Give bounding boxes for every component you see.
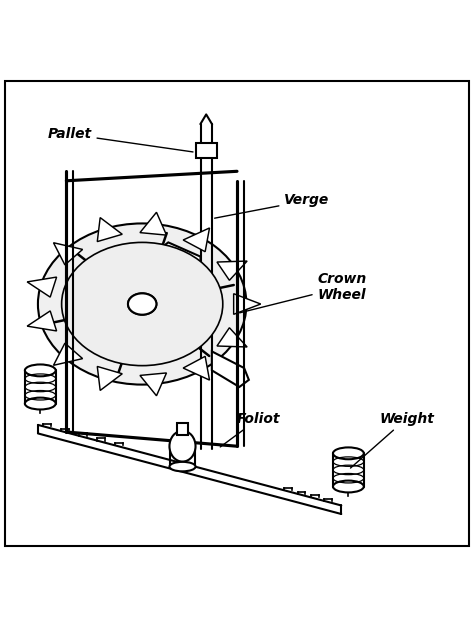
Ellipse shape (333, 448, 364, 459)
Ellipse shape (128, 293, 156, 315)
Polygon shape (27, 277, 56, 297)
Ellipse shape (170, 431, 195, 461)
Polygon shape (183, 228, 210, 251)
Polygon shape (217, 328, 247, 347)
Ellipse shape (25, 364, 56, 376)
Ellipse shape (128, 293, 156, 315)
Polygon shape (54, 343, 82, 366)
Text: Pallet: Pallet (47, 127, 193, 152)
Ellipse shape (333, 480, 364, 492)
Polygon shape (54, 243, 82, 265)
Text: Verge: Verge (215, 194, 329, 218)
Bar (177, 423, 188, 435)
Polygon shape (212, 351, 249, 387)
Polygon shape (183, 356, 210, 380)
Polygon shape (140, 373, 166, 396)
Polygon shape (97, 218, 122, 241)
Text: Crown
Wheel: Crown Wheel (240, 272, 367, 313)
Polygon shape (140, 213, 166, 235)
Polygon shape (217, 261, 247, 280)
Polygon shape (159, 243, 201, 276)
Ellipse shape (38, 223, 246, 384)
Text: Foliot: Foliot (220, 411, 281, 447)
Bar (196, 143, 217, 158)
Polygon shape (234, 293, 261, 314)
Polygon shape (27, 311, 56, 331)
Polygon shape (97, 366, 122, 391)
Text: Weight: Weight (350, 411, 434, 468)
Ellipse shape (170, 462, 195, 472)
Ellipse shape (62, 243, 223, 366)
Ellipse shape (25, 398, 56, 409)
